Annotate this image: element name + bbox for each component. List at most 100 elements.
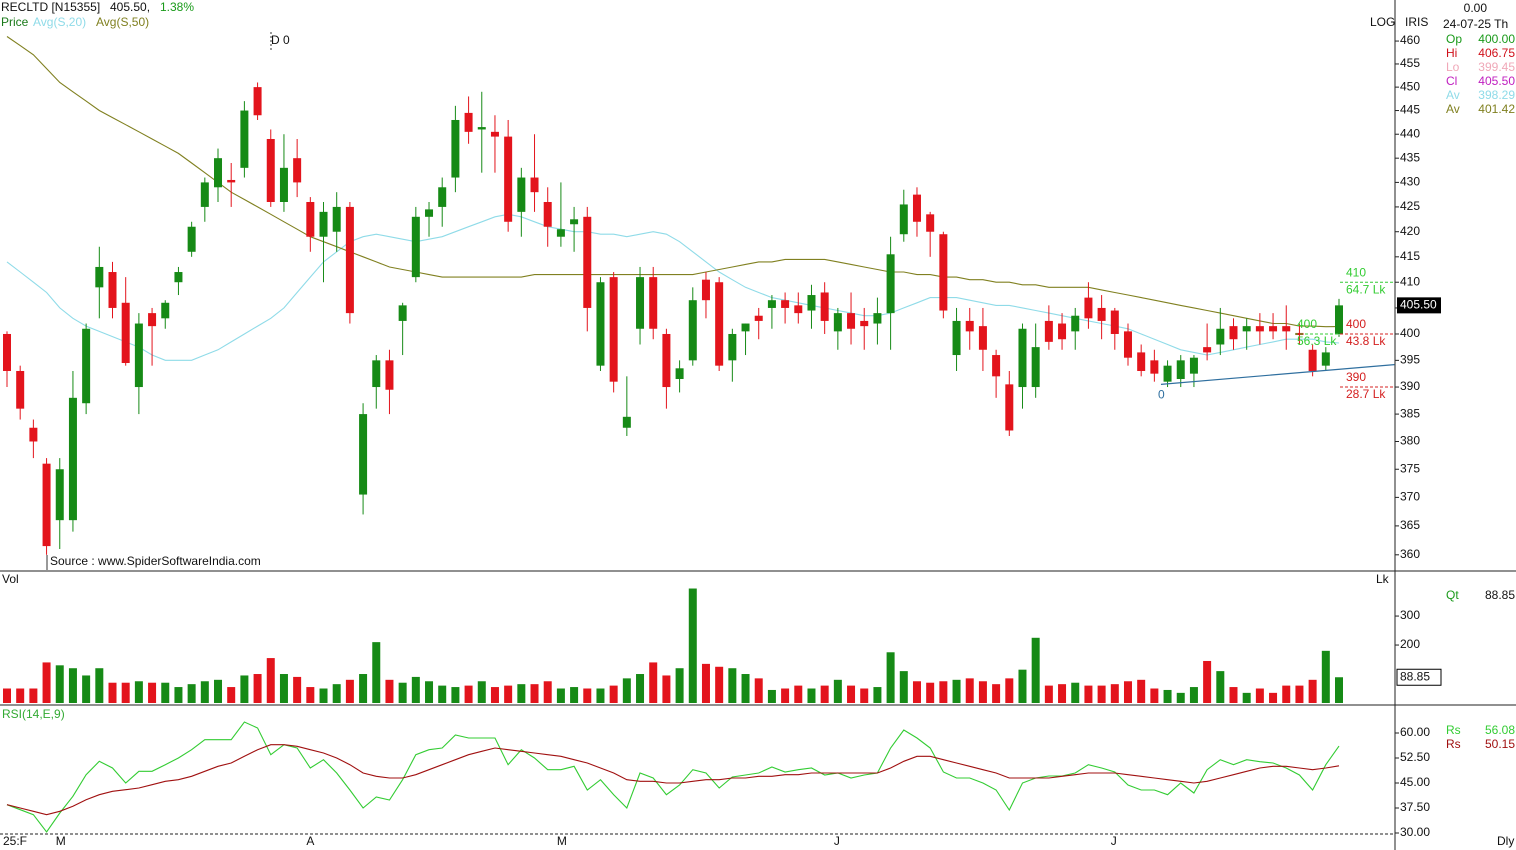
candle-body: [992, 355, 1001, 377]
candle-body: [3, 333, 11, 371]
info-value: 399.45: [1478, 60, 1515, 74]
candle-body: [701, 279, 710, 301]
candle-body: [108, 272, 117, 308]
info-label: Lo: [1446, 60, 1460, 74]
scale-label: LOG: [1370, 15, 1395, 29]
candle-body: [372, 360, 381, 388]
candle-body: [161, 302, 170, 319]
candle-body: [873, 313, 882, 324]
info-value: 405.50: [1478, 74, 1515, 88]
volume-bar: [715, 666, 724, 703]
volume-bar: [108, 682, 117, 703]
info-value: 406.75: [1478, 46, 1515, 60]
y-tick-label: 430: [1400, 175, 1420, 189]
candle-body: [939, 234, 948, 311]
info-label: Av: [1446, 102, 1460, 116]
candle-body: [1031, 347, 1040, 388]
volume-bar: [939, 681, 948, 703]
volume-bar: [200, 681, 209, 703]
y-tick-label: 445: [1400, 103, 1420, 117]
volume-bar: [372, 642, 381, 703]
volume-bar: [886, 652, 895, 703]
candle-body: [728, 333, 737, 361]
y-tick-label: 380: [1400, 434, 1420, 448]
volume-bar: [517, 684, 526, 703]
volume-bar: [1084, 685, 1093, 703]
volume-bar: [728, 668, 737, 703]
candle-body: [438, 187, 447, 207]
candle-body: [1005, 384, 1014, 431]
candle-body: [134, 323, 143, 388]
level-price: 400: [1346, 317, 1366, 331]
volume-bar: [187, 684, 196, 703]
volume-bar: [398, 682, 407, 703]
info-value: 50.15: [1485, 737, 1515, 751]
volume-bar: [992, 684, 1001, 703]
info-label: Rs: [1446, 737, 1461, 751]
volume-bar: [1110, 684, 1119, 703]
y-tick-label: 435: [1400, 150, 1420, 164]
volume-bar: [1335, 677, 1343, 703]
volume-bar: [451, 687, 460, 703]
candle-body: [1084, 297, 1093, 319]
candle-body: [1176, 360, 1185, 380]
candle-body: [583, 216, 592, 308]
candle-body: [1110, 310, 1119, 334]
y-tick-label: 45.00: [1400, 775, 1430, 789]
candle-body: [345, 206, 354, 314]
moving-average: [6, 213, 1340, 361]
candle-body: [662, 333, 671, 388]
last-price: 405.50,: [110, 0, 150, 14]
candle-body: [385, 360, 394, 390]
candle-body: [570, 219, 579, 225]
volume-bar: [214, 679, 223, 703]
y-tick-label: 200: [1400, 637, 1420, 651]
y-tick-label: 395: [1400, 353, 1420, 367]
volume-bar: [1189, 687, 1198, 703]
volume-bar: [1071, 682, 1080, 703]
volume-bar: [675, 668, 684, 703]
level-volume: 28.7 Lk: [1346, 387, 1386, 401]
volume-bar: [899, 671, 908, 703]
candle-body: [1071, 315, 1080, 332]
volume-bar: [860, 688, 869, 703]
volume-bar: [609, 685, 618, 703]
candle-body: [319, 211, 328, 237]
candle-body: [1242, 326, 1251, 332]
candle-body: [688, 300, 697, 361]
candle-body: [517, 177, 526, 212]
candle-body: [293, 158, 302, 183]
volume-bar: [688, 588, 697, 703]
y-tick-label: 30.00: [1400, 825, 1430, 839]
volume-bar: [1097, 685, 1106, 703]
volume-bar: [530, 684, 539, 703]
study-label: IRIS: [1405, 15, 1428, 29]
x-tick-label: J: [1111, 834, 1117, 848]
y-tick-label: 375: [1400, 461, 1420, 475]
volume-bar: [411, 676, 420, 703]
volume-bar: [504, 685, 513, 703]
volume-bar: [1058, 684, 1067, 703]
candle-body: [214, 158, 223, 188]
candle-body: [398, 305, 407, 321]
period: Dly: [1497, 834, 1514, 848]
y-tick-label: 385: [1400, 406, 1420, 420]
candle-body: [82, 328, 91, 404]
volume-bar: [134, 681, 143, 703]
volume-bar: [1031, 637, 1040, 703]
info-label: Rs: [1446, 723, 1461, 737]
candle-body: [253, 87, 262, 116]
candle-body: [886, 254, 895, 314]
level-volume: 56.3 Lk: [1297, 334, 1337, 348]
volume-bar: [649, 662, 658, 703]
change: 1.38%: [160, 0, 194, 14]
candle-body: [477, 127, 486, 130]
y-tick-label: 410: [1400, 274, 1420, 288]
volume-bar: [1242, 692, 1251, 703]
x-tick-label: M: [56, 834, 66, 848]
y-tick-label: 60.00: [1400, 725, 1430, 739]
volume-bar: [543, 681, 552, 703]
volume-bar: [622, 678, 631, 703]
volume-bar: [636, 674, 645, 703]
